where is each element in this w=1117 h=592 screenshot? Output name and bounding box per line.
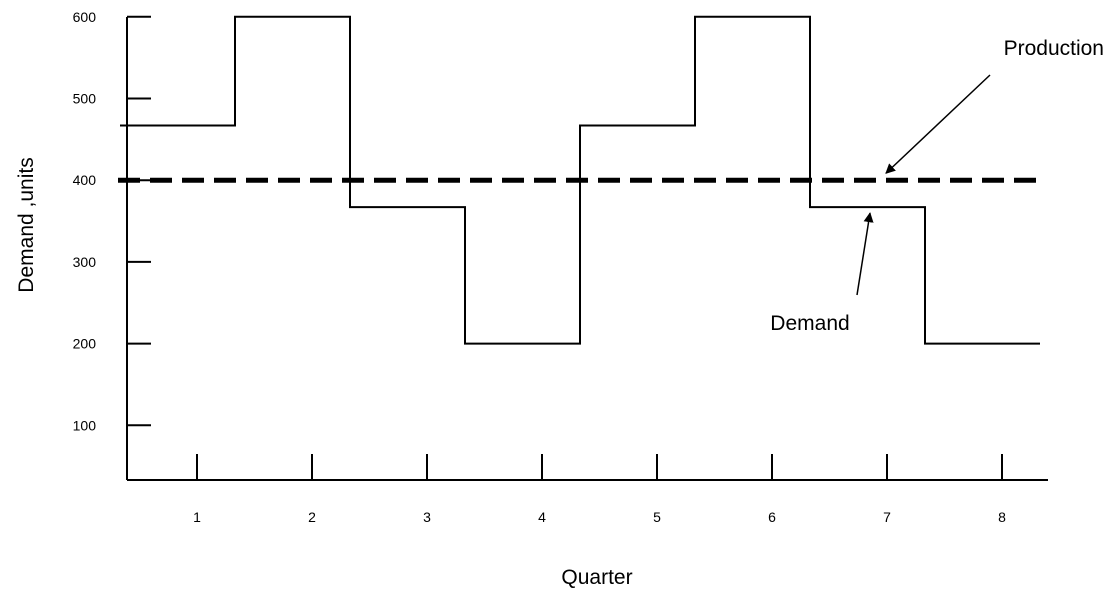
demand-annotation-label: Demand	[770, 312, 849, 335]
x-tick-label: 4	[538, 509, 546, 525]
axes: 100 200 300 400 500 600 1 2 3 4 5 6 7 8	[73, 9, 1048, 525]
y-tick-label: 500	[73, 91, 97, 107]
x-axis-title: Quarter	[561, 566, 632, 589]
series-layer	[118, 15, 1040, 345]
y-tick-label: 300	[73, 254, 97, 270]
production-annotation-arrow	[885, 74, 991, 174]
x-tick-label: 2	[308, 509, 316, 525]
production-annotation-label: Production	[1004, 37, 1104, 60]
x-tick-label: 7	[883, 509, 891, 525]
y-tick-label: 600	[73, 9, 97, 25]
y-tick-label: 400	[73, 172, 97, 188]
demand-series-line	[120, 15, 1040, 345]
x-tick-label: 3	[423, 509, 431, 525]
x-tick-label: 6	[768, 509, 776, 525]
x-tick-label: 5	[653, 509, 661, 525]
x-tick-label: 8	[998, 509, 1006, 525]
annotation-layer: Production Demand	[770, 37, 1104, 335]
x-tick-label: 1	[193, 509, 201, 525]
y-tick-label: 100	[73, 417, 97, 433]
y-axis-title: Demand ,units	[15, 157, 38, 292]
demand-annotation-arrow	[856, 212, 874, 296]
y-tick-label: 200	[73, 336, 97, 352]
